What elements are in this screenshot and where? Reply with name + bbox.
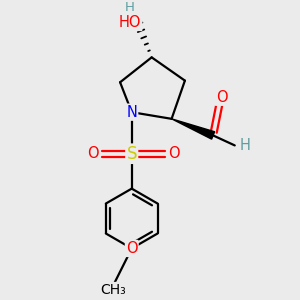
Text: H: H [239, 138, 250, 153]
Text: O: O [87, 146, 98, 161]
Text: N: N [126, 105, 137, 120]
Polygon shape [172, 119, 214, 139]
Text: S: S [127, 145, 137, 163]
Text: CH₃: CH₃ [100, 283, 126, 297]
Text: O: O [168, 146, 180, 161]
Text: O: O [126, 241, 137, 256]
Text: O: O [216, 90, 227, 105]
Text: HO: HO [119, 15, 141, 30]
Text: H: H [125, 1, 135, 14]
